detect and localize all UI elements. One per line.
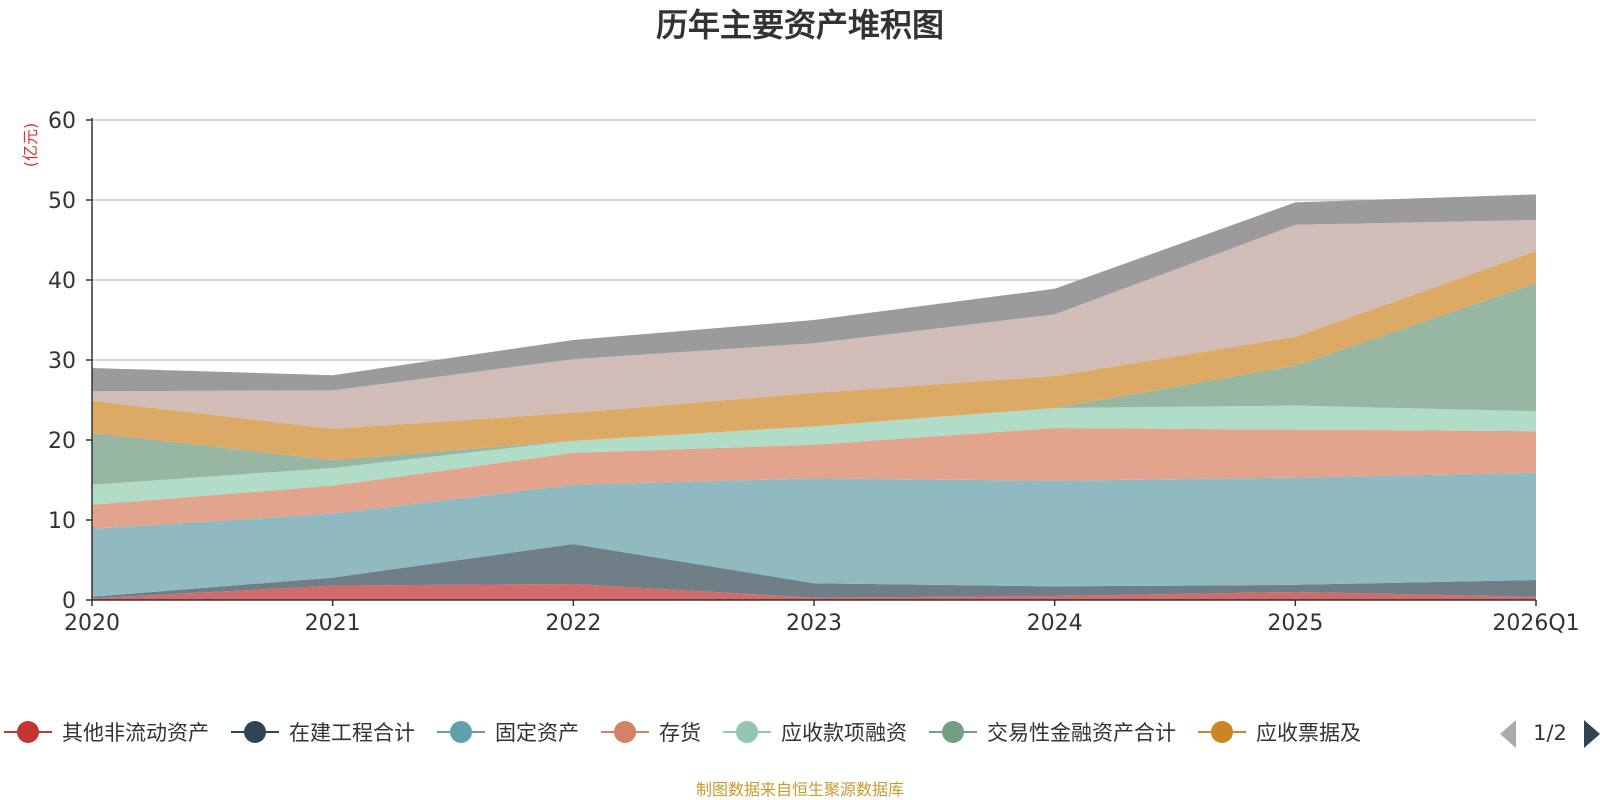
x-tick-label: 2023 <box>786 611 842 636</box>
area-series <box>92 472 1536 597</box>
x-tick-label: 2025 <box>1267 611 1323 636</box>
legend-page-indicator: 1/2 <box>1533 721 1567 745</box>
y-axis-unit-label: (亿元) <box>21 123 40 168</box>
y-tick-label: 10 <box>48 509 76 534</box>
y-tick-label: 50 <box>48 189 76 214</box>
area-series <box>92 405 1536 505</box>
source-note: 制图数据来自恒生聚源数据库 <box>696 780 904 799</box>
legend-item[interactable]: 其他非流动资产 <box>4 721 209 745</box>
x-tick-label: 2022 <box>545 611 601 636</box>
y-tick-label: 0 <box>62 589 76 614</box>
y-tick-label: 20 <box>48 429 76 454</box>
legend-item[interactable]: 在建工程合计 <box>231 721 415 745</box>
legend-label: 在建工程合计 <box>289 721 415 745</box>
legend-item[interactable]: 固定资产 <box>437 721 579 745</box>
x-tick-label: 2024 <box>1027 611 1083 636</box>
x-tick-label: 2021 <box>305 611 361 636</box>
y-tick-label: 60 <box>48 109 76 134</box>
legend-marker <box>17 721 39 743</box>
legend-label: 存货 <box>659 721 701 745</box>
area-series <box>92 220 1536 429</box>
x-tick-label: 2020 <box>64 611 120 636</box>
legend-label: 固定资产 <box>495 721 579 745</box>
legend-prev-page-icon[interactable] <box>1500 720 1516 748</box>
legend-marker <box>614 721 636 743</box>
area-series-layer <box>92 194 1536 600</box>
legend-marker <box>244 721 266 743</box>
area-series <box>92 283 1536 485</box>
y-tick-label: 30 <box>48 349 76 374</box>
legend-label: 应收票据及 <box>1256 721 1361 745</box>
legend-marker <box>736 721 758 743</box>
legend-item[interactable]: 应收票据及 <box>1198 721 1361 745</box>
x-tick-label: 2026Q1 <box>1492 611 1579 636</box>
area-series <box>92 251 1536 460</box>
legend-label: 应收款项融资 <box>781 721 907 745</box>
legend-item[interactable]: 交易性金融资产合计 <box>929 721 1176 745</box>
axes: 0 10 20 30 40 50 60 2020 2021 2022 2023 2024 2025 202… <box>48 109 1580 636</box>
chart-title: 历年主要资产堆积图 <box>656 6 944 44</box>
area-series <box>92 584 1536 600</box>
legend-label: 其他非流动资产 <box>62 721 209 745</box>
area-series <box>92 428 1536 529</box>
area-series <box>92 194 1536 392</box>
legend-next-page-icon[interactable] <box>1584 720 1600 748</box>
area-series <box>92 544 1536 599</box>
legend-marker <box>942 721 964 743</box>
legend[interactable]: 其他非流动资产 在建工程合计 固定资产 存货 应收款项融资 交易性金融资产合计 应收票据及 1… <box>4 720 1600 748</box>
legend-item[interactable]: 存货 <box>601 721 701 745</box>
legend-item[interactable]: 应收款项融资 <box>723 721 907 745</box>
legend-marker <box>1211 721 1233 743</box>
y-tick-label: 40 <box>48 269 76 294</box>
legend-label: 交易性金融资产合计 <box>987 721 1176 745</box>
legend-marker <box>450 721 472 743</box>
